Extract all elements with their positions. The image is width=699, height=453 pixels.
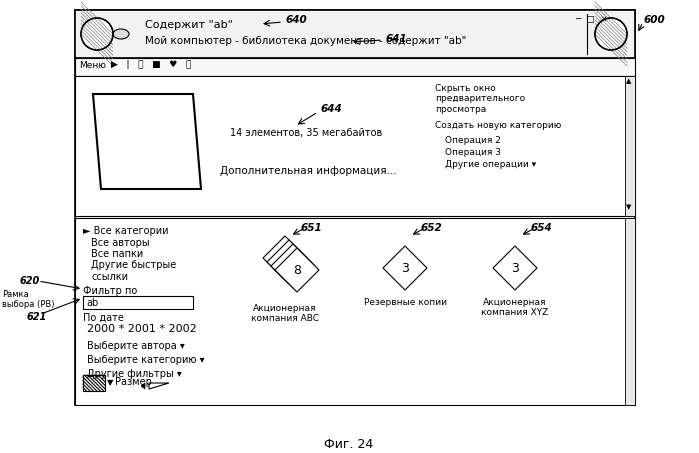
- Polygon shape: [149, 383, 169, 389]
- Text: Рамка
выбора (РВ): Рамка выбора (РВ): [2, 290, 55, 309]
- Text: 2000 * 2001 * 2002: 2000 * 2001 * 2002: [87, 324, 196, 334]
- Text: Операция 2: Операция 2: [445, 136, 501, 145]
- Polygon shape: [271, 244, 315, 288]
- Text: Фиг. 24: Фиг. 24: [324, 438, 374, 451]
- Text: Меню: Меню: [79, 61, 106, 70]
- Text: Другие фильтры ▾: Другие фильтры ▾: [87, 369, 182, 379]
- Ellipse shape: [113, 29, 129, 39]
- Bar: [83, 296, 193, 309]
- Text: Содержит "ab": Содержит "ab": [145, 20, 233, 30]
- Text: Акционерная
компания ABC: Акционерная компания ABC: [251, 304, 319, 323]
- Polygon shape: [141, 383, 145, 389]
- Text: Дополнительная информация...: Дополнительная информация...: [220, 166, 397, 176]
- Text: ab: ab: [86, 298, 99, 308]
- Bar: [75, 58, 635, 76]
- Polygon shape: [275, 248, 319, 292]
- Bar: [75, 76, 635, 216]
- Text: 640: 640: [285, 15, 307, 25]
- Bar: [83, 375, 105, 391]
- Text: 652: 652: [420, 223, 442, 233]
- Polygon shape: [93, 94, 201, 189]
- Text: 621: 621: [27, 312, 48, 322]
- Circle shape: [81, 18, 113, 50]
- Text: Акционерная
компания XYZ: Акционерная компания XYZ: [482, 298, 549, 318]
- Bar: [75, 10, 635, 58]
- Text: 644: 644: [320, 104, 342, 114]
- Polygon shape: [493, 246, 537, 290]
- Text: 14 элементов, 35 мегабайтов: 14 элементов, 35 мегабайтов: [230, 128, 382, 138]
- Text: Все авторы: Все авторы: [91, 238, 150, 248]
- Text: Скрыть окно
предварительного
просмотра: Скрыть окно предварительного просмотра: [435, 84, 525, 114]
- Text: 651: 651: [300, 223, 322, 233]
- Text: Все папки: Все папки: [91, 249, 143, 259]
- Text: Фильтр по: Фильтр по: [83, 286, 137, 296]
- Circle shape: [595, 18, 627, 50]
- Text: Другие быстрые
ссылки: Другие быстрые ссылки: [91, 260, 176, 282]
- Text: Размер: Размер: [115, 377, 152, 387]
- Text: Выберите категорию ▾: Выберите категорию ▾: [87, 355, 205, 365]
- Text: ► Все категории: ► Все категории: [83, 226, 168, 236]
- Polygon shape: [263, 236, 307, 280]
- Bar: [75, 218, 635, 405]
- Text: 3: 3: [401, 261, 409, 275]
- Text: Мой компьютер - библиотека документов - содержит "ab": Мой компьютер - библиотека документов - …: [145, 36, 466, 46]
- Text: ▶   |   🔒   ■   ♥   🌐: ▶ | 🔒 ■ ♥ 🌐: [111, 60, 192, 69]
- Text: 620: 620: [20, 276, 41, 286]
- Text: 3: 3: [511, 261, 519, 275]
- Text: По дате: По дате: [83, 313, 124, 323]
- Text: 8: 8: [293, 264, 301, 276]
- Text: Другие операции ▾: Другие операции ▾: [445, 160, 536, 169]
- Polygon shape: [383, 246, 427, 290]
- Text: Резервные копии: Резервные копии: [363, 298, 447, 307]
- Text: 600: 600: [643, 15, 665, 25]
- Text: ▲: ▲: [626, 78, 631, 84]
- Bar: [625, 76, 635, 216]
- Text: ▼: ▼: [107, 378, 113, 387]
- Text: ▼: ▼: [626, 204, 631, 210]
- Bar: [625, 218, 635, 405]
- Text: Создать новую категорию: Создать новую категорию: [435, 121, 561, 130]
- Text: 654: 654: [530, 223, 552, 233]
- Bar: [75, 10, 635, 405]
- Text: Выберите автора ▾: Выберите автора ▾: [87, 341, 185, 351]
- Polygon shape: [267, 240, 311, 284]
- Text: Операция 3: Операция 3: [445, 148, 501, 157]
- Text: 641: 641: [385, 34, 407, 44]
- Text: ─  □  ✕: ─ □ ✕: [575, 15, 608, 24]
